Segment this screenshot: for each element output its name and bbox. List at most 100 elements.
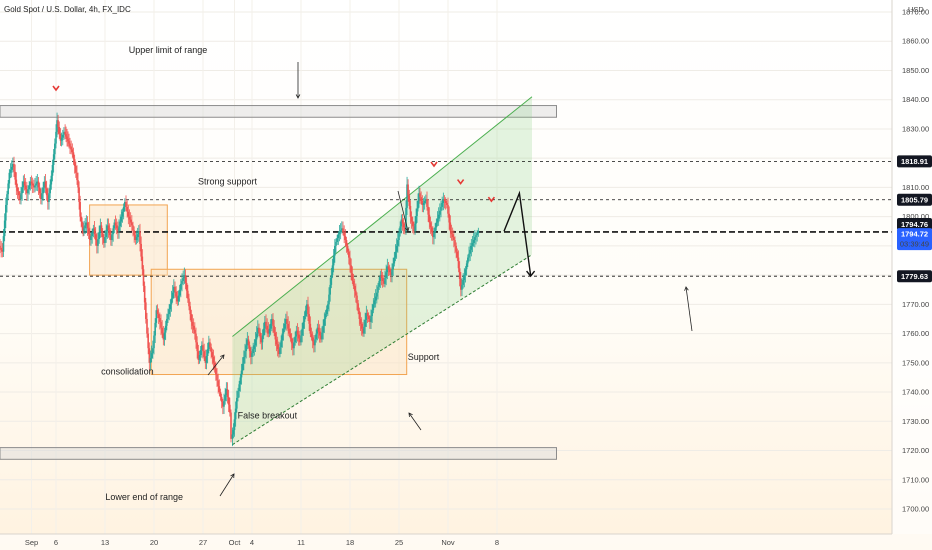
candle-body: [299, 338, 301, 343]
candle-body: [281, 333, 284, 341]
candle-body: [217, 380, 219, 387]
arrow-lower-end: [219, 473, 235, 497]
candle-body: [460, 279, 462, 290]
candle-body: [400, 219, 403, 227]
y-tick-label: 1830.00: [902, 124, 929, 133]
time-axis[interactable]: Sep 6 13 20 27 Oct 4 11 18 25 Nov 8: [0, 533, 932, 550]
price-axis[interactable]: 1870.001860.001850.001840.001830.001820.…: [891, 0, 932, 534]
candle-body: [187, 290, 189, 299]
candle-body: [81, 221, 83, 227]
candle-body: [68, 141, 70, 144]
candle-body: [392, 263, 394, 270]
candle-body: [331, 265, 334, 276]
candle-body: [163, 332, 166, 340]
candle-body: [425, 199, 427, 202]
arrow-false-breakout-head: [408, 412, 413, 418]
candle-body: [343, 232, 345, 237]
candle-body: [195, 333, 197, 343]
red-down-marker: [52, 85, 60, 92]
candle-body: [325, 309, 328, 315]
candle-body: [110, 235, 112, 241]
candle-body: [435, 222, 438, 228]
candle-body: [127, 211, 130, 217]
candle-body: [332, 255, 335, 266]
candle-body: [129, 219, 132, 223]
candle-body: [80, 216, 82, 222]
candle-body: [202, 345, 204, 352]
candle-body: [67, 138, 69, 142]
candle-body: [170, 298, 173, 305]
candle-body: [153, 335, 155, 349]
arrow-support-head: [684, 286, 689, 291]
candle-body: [12, 164, 14, 167]
candle-body: [266, 325, 268, 330]
candle-body: [410, 216, 413, 222]
candle-body: [353, 285, 356, 291]
candle-body: [111, 234, 113, 241]
candle-body: [105, 231, 107, 238]
candle-body: [229, 404, 231, 413]
candle-body: [99, 225, 102, 233]
price-level-tag: [897, 155, 932, 168]
candle-body: [348, 251, 350, 258]
candle-body: [390, 272, 392, 276]
candle-body: [427, 206, 429, 215]
candle-body: [98, 232, 100, 240]
candle-body: [251, 353, 253, 357]
candle-body: [446, 203, 448, 205]
candle-body: [178, 289, 181, 296]
candle-body: [143, 285, 146, 303]
candle-body: [50, 175, 53, 185]
candle-body: [405, 207, 407, 232]
candle-body: [303, 316, 306, 322]
candle-body: [227, 396, 230, 405]
candle-body: [135, 237, 138, 241]
candle-body: [458, 268, 461, 280]
candle-body: [280, 340, 282, 348]
candle-body: [309, 323, 312, 334]
candle-body: [167, 314, 169, 319]
candle-body: [295, 330, 298, 337]
candle-body: [177, 295, 180, 302]
arrow-consolidation-head: [220, 354, 225, 360]
candle-body: [92, 228, 95, 233]
candle-body: [36, 181, 39, 184]
candle-body: [28, 185, 30, 190]
candle-body: [327, 304, 329, 310]
candle-body: [244, 351, 246, 357]
red-down-marker: [456, 179, 465, 185]
candle-body: [240, 370, 243, 378]
candle-body: [464, 269, 467, 276]
candle-body: [14, 171, 16, 180]
candle-body: [166, 318, 168, 326]
candle-body: [85, 222, 88, 226]
candle-body: [211, 352, 214, 357]
annotation-label: Upper limit of range: [129, 45, 208, 55]
candle-body: [345, 240, 348, 246]
x-tick-label: 11: [297, 538, 305, 547]
candle-body: [90, 236, 92, 241]
candle-body: [352, 280, 355, 286]
candle-body: [161, 327, 163, 334]
candle-body: [261, 335, 264, 343]
lower-range-zone: [0, 447, 557, 460]
candles: [0, 112, 480, 447]
candle-body: [457, 257, 460, 269]
candle-body: [113, 222, 116, 229]
candle-body: [318, 331, 321, 336]
candle-body: [6, 194, 8, 205]
candle-body: [23, 181, 26, 186]
chart-title: Gold Spot / U.S. Dollar, 4h, FX_IDC: [4, 5, 131, 14]
candle-body: [121, 211, 124, 217]
candle-body: [82, 226, 84, 232]
candle-body: [321, 332, 323, 340]
candle-body: [168, 309, 170, 315]
candle-body: [103, 237, 105, 243]
candle-body: [231, 434, 234, 439]
candle-body: [245, 345, 247, 352]
candle-body: [293, 342, 295, 349]
candle-body: [369, 318, 371, 322]
candle-body: [290, 338, 293, 344]
candle-body: [31, 183, 34, 186]
